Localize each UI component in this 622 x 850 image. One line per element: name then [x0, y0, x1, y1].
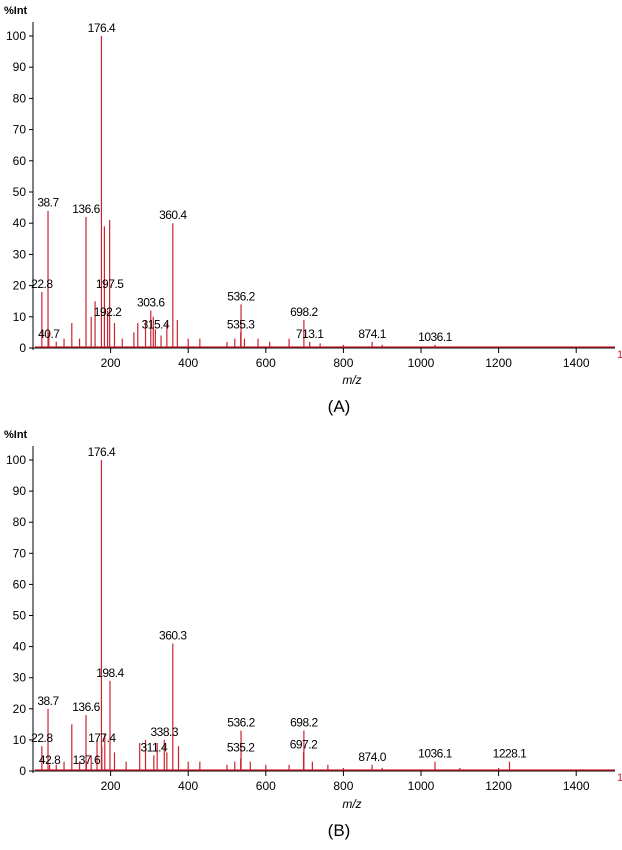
y-tick-label: 50 — [13, 185, 27, 199]
peak-label: 697.2 — [290, 737, 318, 751]
peak-label: 360.4 — [159, 208, 187, 222]
panel-caption: (A) — [328, 397, 351, 416]
peak-label: 137.6 — [73, 753, 101, 767]
peak-label: 713.1 — [296, 327, 324, 341]
y-tick-label: 20 — [13, 279, 27, 293]
y-tick-label: 60 — [13, 577, 27, 591]
x-axis-label: m/z — [342, 373, 361, 387]
peak-label: 38.7 — [37, 694, 59, 708]
x-tick-label: 1400 — [563, 779, 590, 793]
y-tick-label: 70 — [13, 546, 27, 560]
y-tick-label: 50 — [13, 609, 27, 623]
peak-label: 38.7 — [37, 196, 59, 210]
x-tick-label: 1400 — [563, 356, 590, 370]
peak-label: 698.2 — [290, 716, 318, 730]
peak-label: 136.6 — [72, 202, 100, 216]
x-tick-label: 1000 — [408, 356, 435, 370]
peak-label: 360.3 — [159, 628, 187, 642]
peak-label: 698.2 — [290, 305, 318, 319]
peak-label: 192.2 — [94, 305, 122, 319]
y-tick-label: 0 — [19, 341, 26, 355]
peak-label: 136.6 — [72, 700, 100, 714]
peak-label: 536.2 — [227, 289, 255, 303]
y-tick-label: 100 — [6, 453, 26, 467]
peak-label: 874.0 — [358, 750, 386, 764]
peak-label: 1228.1 — [493, 747, 528, 761]
y-tick-label: 30 — [13, 247, 27, 261]
peak-label: 40.7 — [38, 327, 60, 341]
peak-label: 535.3 — [227, 317, 255, 331]
y-tick-label: 70 — [13, 123, 27, 137]
y-tick-label: 100 — [6, 29, 26, 43]
y-tick-label: 20 — [13, 702, 27, 716]
x-tick-label: 200 — [101, 356, 121, 370]
peak-label: 22.8 — [31, 731, 53, 745]
x-tick-label: 800 — [333, 779, 353, 793]
peak-label: 198.4 — [96, 666, 124, 680]
x-tick-label: 400 — [178, 356, 198, 370]
peak-label: 177.4 — [88, 731, 116, 745]
x-tick-label: 1200 — [485, 779, 512, 793]
peak-label: 42.8 — [39, 753, 61, 767]
x-axis-label: m/z — [342, 797, 361, 811]
peak-label: 176.4 — [88, 445, 116, 459]
peak-label: 303.6 — [137, 296, 165, 310]
x-tick-label: 600 — [256, 356, 276, 370]
x-tick-label: 1200 — [485, 356, 512, 370]
y-tick-label: 90 — [13, 484, 27, 498]
y-tick-label: 10 — [13, 310, 27, 324]
peak-label: 536.2 — [227, 716, 255, 730]
x-tick-label: 600 — [256, 779, 276, 793]
y-tick-label: 80 — [13, 515, 27, 529]
y-axis-label: %Int — [4, 429, 28, 441]
panel-caption: (B) — [328, 821, 351, 840]
x-tick-label: 200 — [101, 779, 121, 793]
peak-label: 197.5 — [96, 277, 124, 291]
peak-label: 311.4 — [141, 740, 168, 754]
x-tick-label: 800 — [333, 356, 353, 370]
y-tick-label: 90 — [13, 60, 27, 74]
peak-label: 1036.1 — [418, 330, 453, 344]
x-tick-label: 1000 — [408, 779, 435, 793]
y-tick-label: 30 — [13, 671, 27, 685]
x-tick-label: 400 — [178, 779, 198, 793]
y-axis-label: %Int — [4, 5, 28, 17]
peak-label: 1036.1 — [418, 747, 453, 761]
peak-label: 315.4 — [142, 317, 170, 331]
peak-label: 535.2 — [227, 740, 255, 754]
y-tick-label: 80 — [13, 91, 27, 105]
axis-end-label: 1 — [617, 772, 622, 784]
y-tick-label: 40 — [13, 640, 27, 654]
peak-label: 874.1 — [358, 327, 386, 341]
peak-label: 22.8 — [31, 277, 53, 291]
peak-label: 176.4 — [88, 21, 116, 35]
y-tick-label: 10 — [13, 733, 27, 747]
y-tick-label: 40 — [13, 216, 27, 230]
peak-label: 338.3 — [150, 725, 178, 739]
y-tick-label: 60 — [13, 154, 27, 168]
y-tick-label: 0 — [19, 764, 26, 778]
axis-end-label: 1 — [617, 349, 622, 361]
